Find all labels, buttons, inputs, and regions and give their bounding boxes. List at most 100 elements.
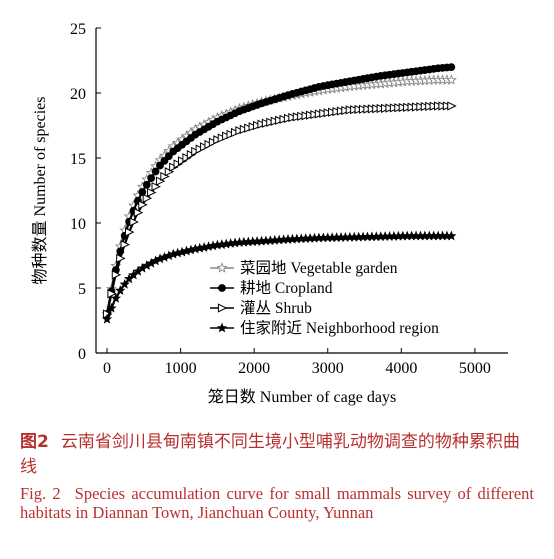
data-point [106,302,117,313]
data-point [425,101,435,111]
data-point [398,102,409,113]
data-point [403,102,413,112]
data-point [204,139,214,150]
data-point [208,137,219,147]
data-point [147,187,157,198]
legend: 菜园地 Vegetable garden 耕地 Cropland 灌丛 Shrub 住… [210,259,439,337]
x-tick-label: 2000 [238,360,270,377]
data-point [314,109,325,119]
y-tick-label: 15 [70,151,86,168]
data-point [248,122,259,132]
data-point [416,102,426,112]
y-tick-label: 10 [70,216,86,233]
data-point [301,111,312,121]
data-point [156,161,164,170]
data-point [226,129,236,139]
data-point [350,105,360,115]
data-point [442,101,453,111]
data-point [381,103,391,113]
data-point [385,103,395,113]
data-point [372,104,382,114]
data-point [155,176,166,186]
legend-marker [216,262,228,273]
data-point [270,116,281,126]
series-3 [102,101,457,319]
x-tick-label: 0 [103,360,111,377]
data-point [111,270,122,280]
data-point [261,118,272,128]
data-point [266,117,276,127]
data-point [138,188,147,196]
x-tick-label: 3000 [312,360,344,377]
legend-item-3: 灌丛 Shrub [210,299,312,317]
data-point [363,104,373,114]
legend-marker [217,303,228,313]
legend-marker [218,284,226,292]
data-point [394,103,404,113]
legend-label: 菜园地 Vegetable garden [240,259,398,277]
data-point [177,156,188,166]
y-tick-label: 25 [70,21,86,38]
data-point [332,107,342,117]
data-point [164,167,175,177]
data-point [310,109,320,120]
data-point [138,200,148,210]
data-point [101,313,113,324]
data-point [182,153,192,163]
legend-label: 灌丛 Shrub [240,299,312,317]
data-point [160,156,169,165]
legend-item-2: 耕地 Cropland [210,279,333,297]
data-point [429,101,440,111]
data-point [446,230,457,241]
data-point [142,180,151,189]
data-point [244,123,254,133]
data-point [151,167,160,176]
data-point [434,101,444,111]
legend-marker [216,322,228,333]
data-point [407,102,417,112]
data-point [164,152,173,161]
legend-item-1: 菜园地 Vegetable garden [210,259,398,277]
data-point [336,106,347,116]
data-point [129,217,139,227]
x-tick-label: 1000 [165,360,197,377]
x-tick-label: 4000 [385,360,417,377]
data-point [186,150,197,160]
y-tick-label: 20 [70,86,86,103]
data-point [110,292,122,303]
data-point [367,104,378,114]
data-point [133,208,144,218]
legend-item-4: 住家附近 Neighborhood region [210,319,439,337]
data-point [411,102,422,112]
caption-en-text: Species accumulation curve for small mam… [20,484,534,522]
x-tick-label: 5000 [459,360,491,377]
data-point [376,103,387,114]
data-point [275,115,285,125]
data-point [257,119,267,129]
x-axis-title: 笼日数 Number of cage days [208,388,396,406]
data-point [195,144,206,154]
data-point [319,108,329,119]
series-4 [101,230,457,324]
data-point [341,105,351,116]
species-accumulation-chart: 0 1000 2000 3000 4000 5000 0 5 10 15 20 25 笼日数 Numbe… [31,21,508,406]
legend-label: 耕地 Cropland [240,279,333,297]
data-point [283,113,294,123]
data-point [235,126,245,136]
legend-label: 住家附近 Neighborhood region [240,319,439,337]
data-point [191,146,201,157]
data-point [345,105,356,115]
data-point [297,111,307,121]
data-point [116,253,126,263]
data-point [107,289,117,299]
data-point [358,104,369,114]
data-point [125,227,135,237]
data-point [328,107,338,117]
data-point [445,74,457,85]
data-point [119,278,130,289]
data-point [279,114,289,124]
data-point [120,239,131,250]
data-point [160,171,170,182]
y-axis-title: 物种数量 Number of species [31,97,49,285]
data-point [142,193,153,203]
